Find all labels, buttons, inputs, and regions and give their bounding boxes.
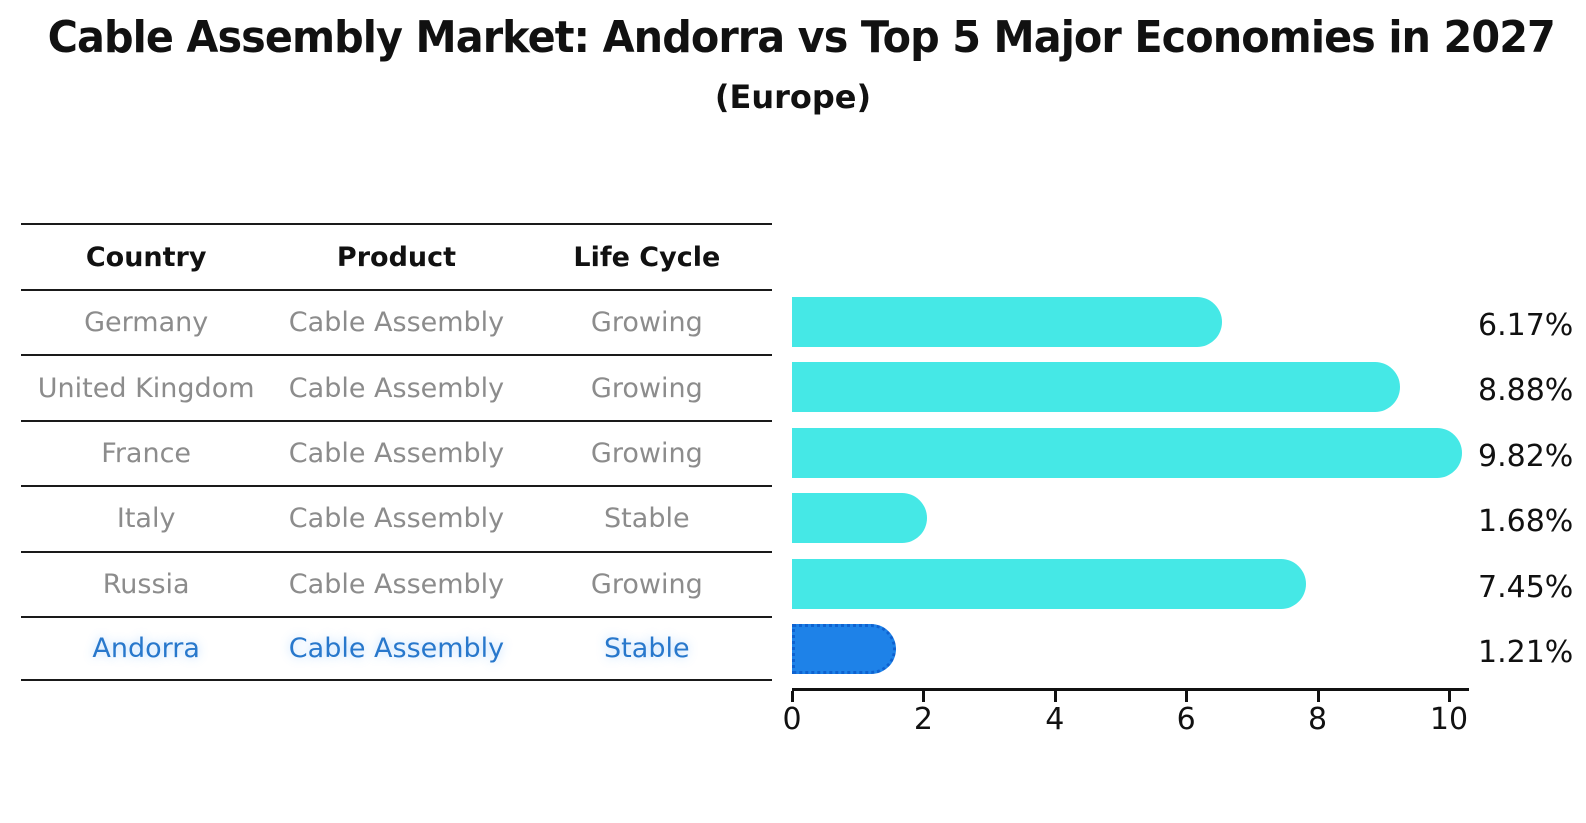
x-axis-line (792, 688, 1469, 691)
table-row-germany: Germany Cable Assembly Growing (21, 289, 772, 354)
value-label-andorra: 1.21% (1478, 635, 1574, 670)
x-tick-label: 6 (1176, 702, 1196, 737)
x-tick-mark (1185, 691, 1189, 702)
column-header-product: Product (336, 241, 457, 273)
life-cycle-cell: Growing (590, 568, 703, 600)
life-cycle-cell: Growing (590, 372, 703, 404)
x-tick-label: 2 (913, 702, 933, 737)
bar-italy (792, 493, 928, 544)
value-label-italy: 1.68% (1478, 504, 1574, 540)
x-tick-label: 0 (782, 702, 802, 737)
x-tick-label: 4 (1045, 702, 1065, 737)
table-row-france: France Cable Assembly Growing (21, 419, 772, 485)
bar-france (792, 427, 1463, 478)
x-tick-mark (922, 691, 926, 702)
x-tick-mark (791, 691, 794, 702)
table-row-russia: Russia Cable Assembly Growing (21, 550, 772, 616)
table-header-row: Country Product Life Cycle (21, 223, 772, 289)
life-cycle-cell: Stable (604, 503, 690, 535)
column-header-country: Country (85, 241, 207, 273)
table-row-andorra: Andorra Cable Assembly Stable (21, 615, 772, 682)
chart-subtitle: (Europe) (714, 78, 872, 116)
product-cell: Cable Assembly (288, 372, 505, 404)
country-cell: Andorra (92, 633, 200, 665)
bar-russia (792, 558, 1307, 609)
table-row-united-kingdom: United Kingdom Cable Assembly Growing (21, 354, 772, 419)
product-cell: Cable Assembly (288, 503, 505, 535)
product-cell: Cable Assembly (288, 437, 505, 469)
value-label-united-kingdom: 8.88% (1478, 373, 1574, 409)
column-header-life-cycle: Life Cycle (573, 241, 721, 273)
country-cell: Germany (84, 307, 209, 339)
country-cell: France (101, 437, 192, 469)
bar-germany (792, 297, 1223, 347)
chart-title: Cable Assembly Market: Andorra vs Top 5 … (47, 12, 1556, 63)
country-table: Country Product Life Cycle Germany Cable… (21, 223, 772, 682)
product-cell: Cable Assembly (288, 568, 505, 600)
x-tick-label: 10 (1429, 702, 1469, 737)
x-tick-mark (1053, 691, 1057, 702)
bar-andorra (792, 624, 897, 674)
value-label-germany: 6.17% (1478, 308, 1574, 343)
table-row-italy: Italy Cable Assembly Stable (21, 485, 772, 550)
life-cycle-cell: Growing (590, 437, 703, 469)
country-cell: United Kingdom (37, 372, 255, 404)
life-cycle-cell: Stable (604, 633, 690, 665)
x-tick-label: 8 (1308, 702, 1328, 737)
product-cell: Cable Assembly (288, 633, 505, 665)
country-cell: Italy (116, 503, 176, 535)
x-tick-mark (1316, 691, 1320, 702)
value-label-france: 9.82% (1478, 438, 1574, 474)
life-cycle-cell: Growing (590, 307, 703, 339)
country-cell: Russia (102, 568, 190, 600)
x-tick-mark (1448, 691, 1451, 702)
bar-united-kingdom (792, 362, 1401, 413)
product-cell: Cable Assembly (288, 307, 505, 339)
value-label-russia: 7.45% (1478, 569, 1574, 605)
